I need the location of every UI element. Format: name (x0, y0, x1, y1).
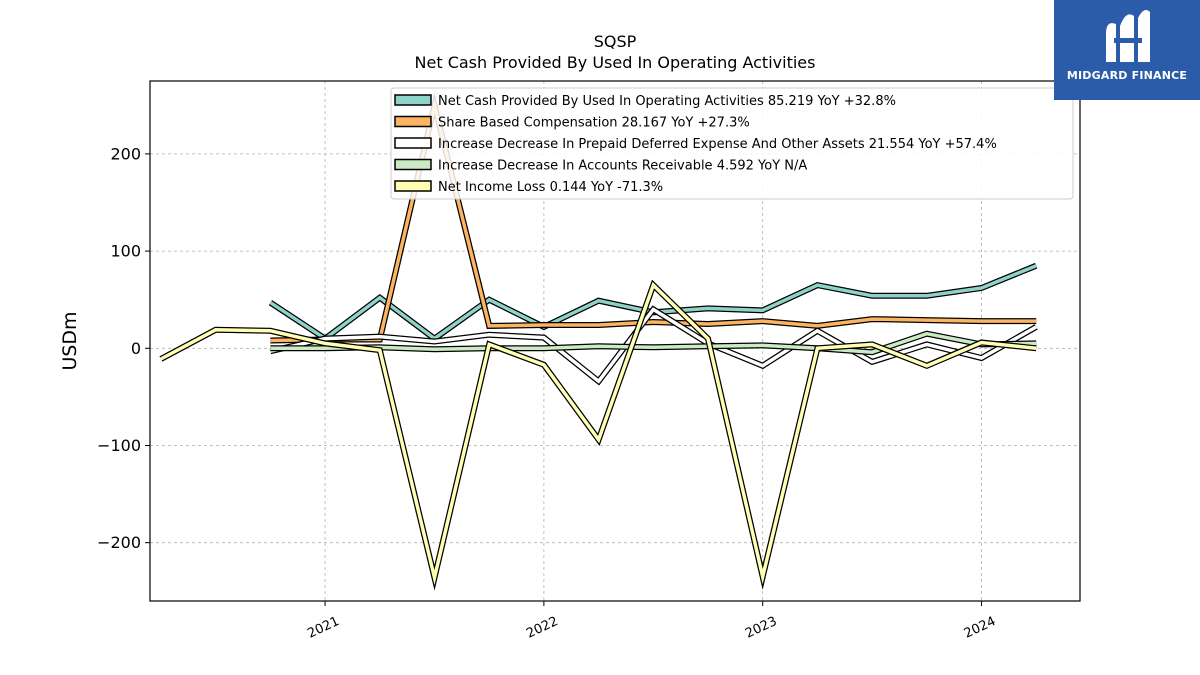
y-tick-label: −200 (97, 533, 141, 552)
legend-box (390, 87, 1074, 200)
legend-swatch (394, 94, 432, 106)
legend-swatch (394, 115, 432, 128)
legend-swatch (394, 180, 432, 192)
series-line (270, 307, 1038, 384)
x-tick-label: 2024 (962, 614, 998, 642)
series-line (160, 281, 1037, 586)
legend-item: Net Income Loss 0.144 YoY -71.3% (394, 180, 663, 195)
legend-item: Increase Decrease In Accounts Receivable… (394, 158, 807, 174)
legend-item: Increase Decrease In Prepaid Deferred Ex… (394, 137, 997, 152)
logo-mark-icon (1106, 10, 1150, 62)
legend: Net Cash Provided By Used In Operating A… (390, 87, 1074, 200)
y-tick-label: 100 (110, 242, 141, 261)
legend-item: Net Cash Provided By Used In Operating A… (394, 94, 896, 109)
y-tick-label: 0 (131, 339, 141, 358)
legend-label: Share Based Compensation 28.167 YoY +27.… (438, 116, 750, 131)
x-tick-label: 2023 (743, 614, 779, 642)
series-line-outline (159, 279, 1037, 591)
series-line (270, 97, 1037, 343)
legend-swatch (394, 158, 432, 171)
y-tick-label: −100 (97, 436, 141, 455)
legend-label: Net Cash Provided By Used In Operating A… (438, 94, 896, 109)
legend-item: Share Based Compensation 28.167 YoY +27.… (394, 115, 750, 131)
logo-text: MIDGARD FINANCE (1066, 69, 1188, 82)
chart-subtitle: Net Cash Provided By Used In Operating A… (415, 53, 816, 72)
series-lines (159, 92, 1038, 591)
x-tick-label: 2022 (524, 614, 560, 642)
series-increase-decrease-in-accounts-receivable (270, 330, 1037, 356)
x-tick-label: 2021 (305, 614, 341, 642)
series-increase-decrease-in-prepaid-deferred-expense-and-other-assets (269, 305, 1038, 386)
y-tick-label: 200 (110, 144, 141, 163)
midgard-finance-logo: MIDGARD FINANCE (1054, 0, 1200, 100)
series-line (270, 331, 1037, 354)
legend-label: Increase Decrease In Prepaid Deferred Ex… (438, 137, 997, 152)
legend-swatch (394, 137, 432, 149)
legend-label: Net Income Loss 0.144 YoY -71.3% (438, 180, 663, 195)
axis-ticks: 2021 2022 2023 2024 200 100 0 −100 −200 (97, 144, 998, 641)
y-axis-label: USDm (59, 311, 81, 370)
series-share-based-compensation (270, 92, 1037, 344)
chart-title: SQSP (594, 32, 637, 51)
series-net-income-loss (159, 279, 1037, 591)
legend-label: Increase Decrease In Accounts Receivable… (438, 159, 807, 174)
plot-frame (149, 80, 1081, 602)
